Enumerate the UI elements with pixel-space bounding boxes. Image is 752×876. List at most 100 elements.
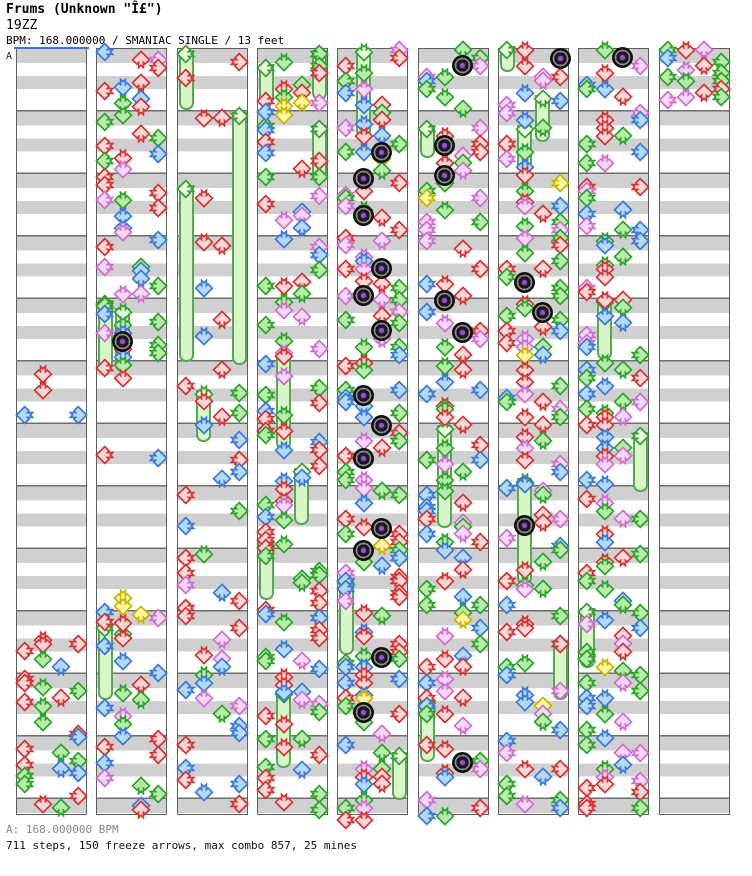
note-arrow xyxy=(354,604,374,622)
note-arrow xyxy=(33,713,53,732)
note-arrow xyxy=(95,445,114,465)
note-arrow xyxy=(453,716,472,735)
note-arrow xyxy=(471,259,490,279)
note-arrow xyxy=(310,64,329,83)
note-arrow xyxy=(113,652,133,671)
note-arrow xyxy=(51,688,70,707)
note-arrow xyxy=(292,760,311,779)
note-arrow xyxy=(471,634,490,654)
note-arrow xyxy=(613,313,632,332)
mine-icon xyxy=(452,54,473,76)
note-arrow xyxy=(95,42,114,62)
note-arrow xyxy=(149,312,168,331)
note-arrow xyxy=(194,109,214,128)
note-arrow xyxy=(435,705,455,724)
note-arrow xyxy=(595,705,615,724)
song-title: Frums (Unknown "Î£") xyxy=(6,2,163,17)
note-arrow xyxy=(533,71,552,90)
note-arrow xyxy=(613,509,632,528)
note-arrow xyxy=(631,345,650,364)
note-arrow xyxy=(149,277,168,296)
note-arrow xyxy=(149,58,168,77)
note-arrow xyxy=(51,798,70,817)
note-arrow xyxy=(390,431,409,450)
note-arrow xyxy=(194,416,214,435)
note-arrow xyxy=(631,56,650,75)
note-arrow xyxy=(230,52,249,72)
note-arrow xyxy=(69,405,88,425)
note-arrow xyxy=(390,404,409,423)
note-arrow xyxy=(631,392,650,411)
mine-icon xyxy=(371,257,392,279)
note-arrow xyxy=(595,475,615,494)
note-arrow xyxy=(113,106,133,124)
note-arrow xyxy=(595,580,615,599)
note-arrow xyxy=(274,613,294,632)
freeze-bar xyxy=(178,185,194,362)
note-arrow xyxy=(69,681,88,700)
note-arrow xyxy=(310,800,329,819)
note-arrow xyxy=(712,87,731,107)
note-arrow xyxy=(631,743,650,763)
mine-icon xyxy=(612,46,633,68)
note-arrow xyxy=(471,329,490,349)
note-arrow xyxy=(435,408,455,427)
note-arrow xyxy=(435,627,455,646)
note-arrow xyxy=(435,482,455,501)
mine-icon xyxy=(371,319,392,341)
note-arrow xyxy=(435,68,455,87)
note-arrow xyxy=(212,236,231,255)
note-arrow xyxy=(471,532,490,552)
note-arrow xyxy=(310,339,329,358)
note-arrow xyxy=(533,579,552,598)
note-arrow xyxy=(515,580,535,599)
note-arrow xyxy=(194,327,214,346)
mine-icon xyxy=(371,414,392,436)
note-arrow xyxy=(274,640,294,659)
note-arrow xyxy=(33,381,53,400)
note-arrow xyxy=(497,595,516,614)
note-arrow xyxy=(274,106,294,125)
note-arrow xyxy=(595,236,615,255)
note-arrow xyxy=(212,360,231,379)
note-arrow xyxy=(453,286,472,305)
note-arrow xyxy=(577,736,596,755)
note-arrow xyxy=(577,614,596,634)
note-arrow xyxy=(631,618,650,638)
note-arrow xyxy=(595,611,615,630)
note-arrow xyxy=(453,688,472,707)
note-arrow xyxy=(131,800,150,819)
note-arrow xyxy=(533,118,552,137)
note-arrow xyxy=(613,247,632,266)
note-arrow xyxy=(453,360,472,379)
note-arrow xyxy=(453,462,472,481)
note-arrow xyxy=(274,347,294,366)
note-arrow xyxy=(336,525,355,544)
note-arrow xyxy=(515,451,535,470)
note-arrow xyxy=(95,113,114,132)
note-arrow xyxy=(497,529,516,548)
note-arrow xyxy=(69,728,88,747)
note-arrow xyxy=(435,373,455,392)
note-arrow xyxy=(417,595,436,614)
note-arrow xyxy=(176,485,195,505)
note-arrow xyxy=(292,468,311,486)
note-arrow xyxy=(274,230,294,249)
note-arrow xyxy=(533,259,552,278)
note-arrow xyxy=(176,68,195,88)
note-arrow xyxy=(390,587,409,607)
note-arrow xyxy=(194,545,214,564)
note-arrow xyxy=(595,80,615,99)
note-arrow xyxy=(676,88,696,107)
note-arrow xyxy=(131,97,150,116)
note-arrow xyxy=(149,608,168,628)
note-arrow xyxy=(95,769,114,788)
note-arrow xyxy=(149,144,168,163)
note-arrow xyxy=(551,173,570,193)
note-arrow xyxy=(551,376,570,396)
note-arrow xyxy=(230,774,249,794)
note-arrow xyxy=(15,775,34,794)
note-arrow xyxy=(577,798,596,818)
mine-icon xyxy=(112,330,134,352)
note-arrow xyxy=(256,546,275,565)
